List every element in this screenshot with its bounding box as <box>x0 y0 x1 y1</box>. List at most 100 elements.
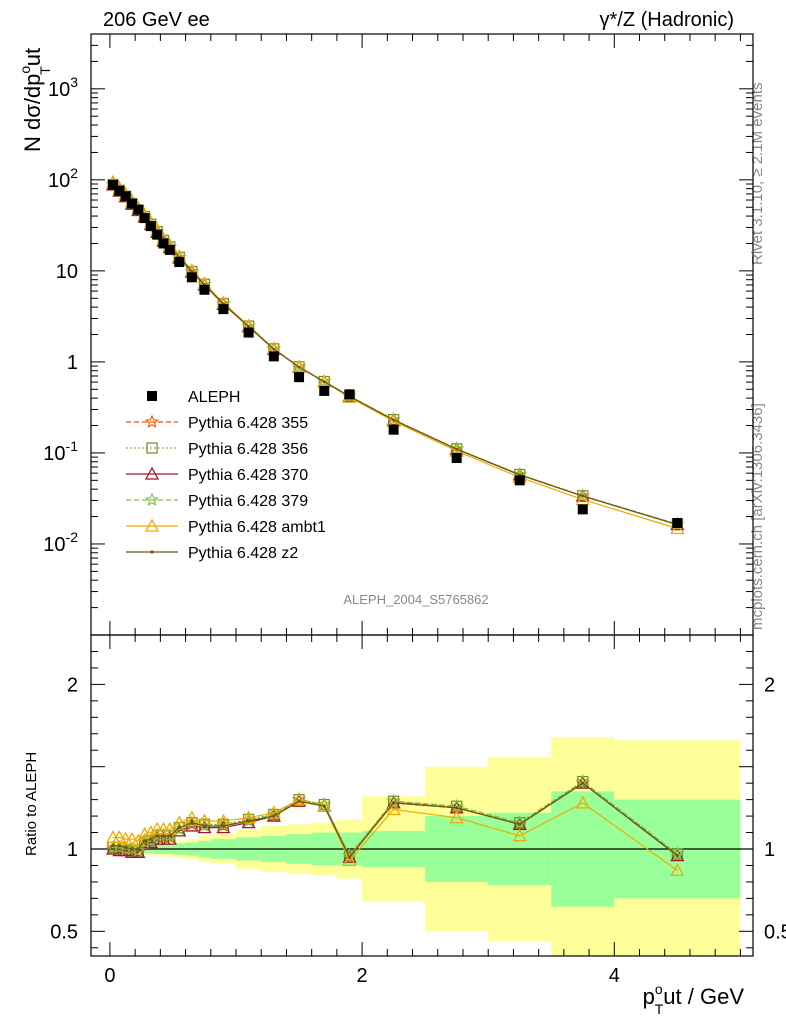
series-point <box>322 380 326 384</box>
rivet-label: Rivet 3.1.10, ≥ 2.1M events <box>749 83 766 266</box>
y-tick-label: 1 <box>67 352 78 374</box>
legend-entry-1: Pythia 6.428 356 <box>126 441 308 458</box>
data-point <box>120 191 131 202</box>
ratio-series-5 <box>111 781 679 859</box>
series-point <box>670 521 685 535</box>
ratio-point <box>297 799 301 803</box>
ratio-point <box>247 819 251 823</box>
ratio-point <box>142 839 147 843</box>
ratio-y-tick-label: 2 <box>67 674 78 696</box>
data-point <box>451 452 462 463</box>
legend-label: ALEPH <box>188 389 240 406</box>
legend-entry-0: Pythia 6.428 355 <box>126 414 308 432</box>
series-point <box>272 347 276 351</box>
legend-marker <box>146 442 158 454</box>
main-y-axis-label: N dσ/dpo Tut <box>17 48 53 152</box>
y-tick-label: 10 <box>56 261 78 283</box>
data-point <box>174 257 185 268</box>
ratio-point <box>272 814 276 818</box>
series-point <box>297 365 301 369</box>
ratio-point <box>392 801 396 805</box>
ratio-point <box>161 834 166 838</box>
ratio-point <box>190 821 194 825</box>
ratio-line <box>113 780 678 857</box>
ratio-point <box>155 834 159 838</box>
ratio-point <box>221 824 225 828</box>
data-point <box>126 198 137 209</box>
legend: ALEPH Pythia 6.428 355 Pythia 6.428 356 Pyt… <box>126 389 326 562</box>
ratio-y-tick-label-right: 0.5 <box>764 921 786 943</box>
ratio-plot-frame <box>90 634 754 957</box>
ratio-point <box>202 824 207 828</box>
ratio-point <box>241 810 256 824</box>
data-point <box>344 389 355 400</box>
ratio-point <box>342 853 357 867</box>
legend-entry-2: Pythia 6.428 370 <box>126 466 308 484</box>
data-point <box>243 327 254 338</box>
ratio-point <box>575 795 590 809</box>
data-point <box>268 351 279 362</box>
legend-label: Pythia 6.428 379 <box>188 493 308 510</box>
ratio-point <box>149 837 153 841</box>
ratio-point <box>112 830 127 844</box>
ratio-point <box>168 834 172 838</box>
ratio-uncertainty-bands <box>91 737 753 956</box>
ratio-point <box>124 845 128 849</box>
x-tick-label: 0 <box>104 965 115 987</box>
series-point <box>455 447 459 451</box>
ratio-y-tick-label-right: 1 <box>764 839 775 861</box>
ratio-y-tick-label: 1 <box>67 839 78 861</box>
y-tick-label: 10-1 <box>43 438 78 465</box>
ratio-point <box>581 781 585 785</box>
ratio-point <box>670 863 685 877</box>
ratio-point <box>124 841 140 856</box>
data-point <box>319 385 330 396</box>
ratio-point <box>131 833 146 847</box>
series-point <box>392 418 396 422</box>
axes-ticks: 0 2 4 10-2 10-1 1 10 102 103 0.5 0.5 1 1 2 2 <box>43 33 786 987</box>
legend-marker <box>144 466 160 480</box>
ratio-y-tick-label: 0.5 <box>50 921 78 943</box>
data-point <box>514 475 525 486</box>
main-plot-area <box>105 174 685 535</box>
data-series-aleph <box>108 179 683 528</box>
ratio-point <box>111 844 115 848</box>
ratio-point <box>455 806 459 810</box>
data-point <box>108 179 119 190</box>
data-point <box>164 244 175 255</box>
legend-label: Pythia 6.428 355 <box>188 415 308 432</box>
ratio-point <box>347 855 352 859</box>
ratio-point <box>291 792 307 806</box>
series-point <box>190 269 194 274</box>
data-point <box>158 238 169 249</box>
legend-entry-4: Pythia 6.428 ambt1 <box>126 518 326 536</box>
energy-label: 206 GeV ee <box>103 9 210 31</box>
ratio-point <box>124 831 140 845</box>
data-point <box>114 185 125 196</box>
legend-marker <box>144 518 160 532</box>
data-point <box>186 272 197 283</box>
legend-marker <box>147 391 157 401</box>
series-point <box>292 359 307 373</box>
ratio-line <box>113 798 678 871</box>
legend-entry-aleph: ALEPH <box>147 389 240 406</box>
ratio-point <box>518 822 522 826</box>
legend-entry-3: Pythia 6.428 379 <box>126 492 308 510</box>
series-point <box>291 359 307 373</box>
x-axis-label: po Tut / GeV <box>643 981 745 1017</box>
data-point <box>577 504 588 515</box>
data-point <box>152 229 163 240</box>
series-point <box>575 488 590 502</box>
legend-entry-5: Pythia 6.428 z2 <box>126 545 298 562</box>
legend-label: Pythia 6.428 370 <box>188 467 308 484</box>
ratio-point <box>266 805 281 819</box>
ratio-y-tick-label-right: 2 <box>764 674 775 696</box>
legend-marker <box>150 550 154 554</box>
process-title: γ*/Z (Hadronic) <box>600 9 734 31</box>
ratio-point <box>177 826 181 830</box>
data-point <box>139 213 150 224</box>
x-tick-label: 2 <box>357 965 368 987</box>
series-point <box>247 324 251 328</box>
ratio-point <box>512 828 527 842</box>
ratio-point <box>322 804 326 808</box>
